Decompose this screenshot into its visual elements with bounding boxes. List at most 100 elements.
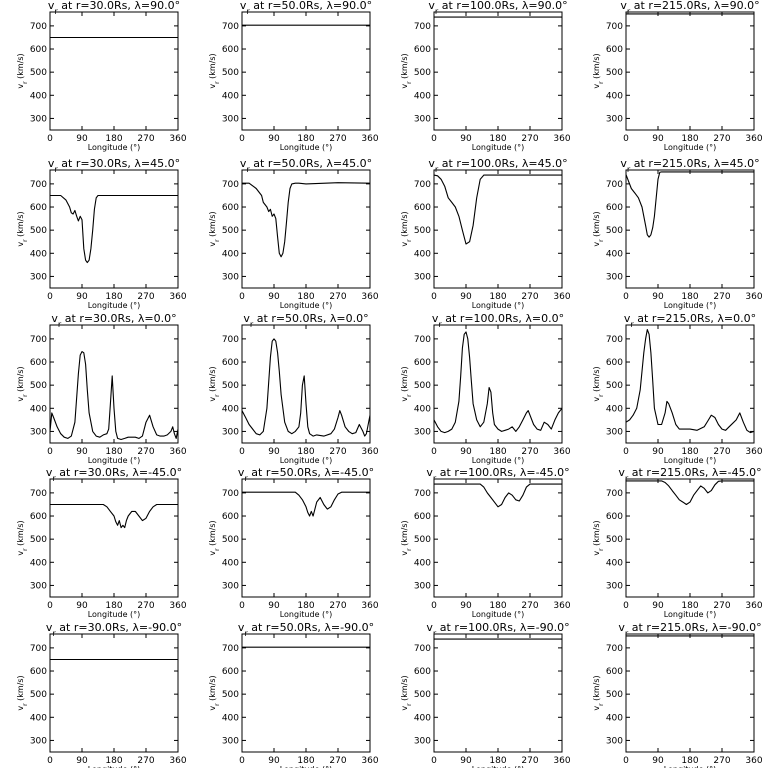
y-tick-label: 600 [606, 512, 623, 522]
x-tick-label: 180 [297, 601, 314, 611]
x-tick-label: 0 [239, 447, 245, 457]
x-tick-label: 90 [268, 447, 280, 457]
y-tick-label: 300 [414, 736, 431, 746]
x-tick-label: 180 [489, 601, 506, 611]
y-tick-label: 400 [30, 558, 47, 568]
y-tick-label: 500 [414, 535, 431, 545]
x-tick-label: 270 [713, 134, 730, 144]
y-tick-label: 600 [30, 358, 47, 368]
y-tick-label: 300 [30, 736, 47, 746]
y-tick-label: 700 [30, 489, 47, 499]
y-axis-label: vr (km/s) [592, 53, 605, 88]
plot-frame [433, 478, 563, 598]
y-axis-label: vr (km/s) [400, 366, 413, 401]
y-tick-label: 700 [606, 22, 623, 32]
x-axis-label: Longitude (°) [472, 765, 525, 768]
x-tick-label: 360 [169, 756, 186, 766]
x-tick-label: 180 [681, 601, 698, 611]
panel-title: vr at r=50.0Rs, λ=0.0° [243, 312, 368, 329]
panel-19: 0 90 180 270 360 300 400 500 600 700 vr at r=100.0… [400, 621, 571, 768]
y-tick-label: 500 [222, 690, 239, 700]
y-tick-label: 700 [606, 489, 623, 499]
x-tick-label: 180 [105, 134, 122, 144]
y-tick-label: 600 [414, 358, 431, 368]
plot-frame [49, 11, 179, 131]
x-tick-label: 180 [681, 447, 698, 457]
panel-title: vr at r=215.0Rs, λ=0.0° [624, 312, 756, 329]
x-tick-label: 270 [137, 134, 154, 144]
y-tick-label: 300 [30, 427, 47, 437]
y-tick-label: 400 [222, 249, 239, 259]
x-tick-label: 0 [431, 447, 437, 457]
x-axis-label: Longitude (°) [88, 610, 141, 619]
y-tick-label: 400 [30, 249, 47, 259]
y-tick-label: 400 [222, 404, 239, 414]
x-tick-label: 360 [745, 134, 762, 144]
y-tick-label: 500 [222, 68, 239, 78]
x-tick-label: 180 [105, 447, 122, 457]
plot-frame [241, 478, 371, 598]
x-tick-label: 0 [239, 601, 245, 611]
y-tick-label: 300 [222, 581, 239, 591]
x-tick-label: 0 [239, 756, 245, 766]
y-tick-label: 400 [606, 713, 623, 723]
x-tick-label: 360 [553, 447, 570, 457]
y-tick-label: 600 [414, 203, 431, 213]
y-tick-label: 700 [30, 180, 47, 190]
y-tick-label: 400 [30, 404, 47, 414]
x-tick-label: 0 [623, 447, 629, 457]
x-tick-label: 270 [521, 601, 538, 611]
x-tick-label: 90 [652, 134, 664, 144]
plot-frame [433, 633, 563, 753]
y-tick-label: 700 [30, 335, 47, 345]
x-tick-label: 90 [268, 134, 280, 144]
x-tick-label: 180 [105, 601, 122, 611]
panel-title: vr at r=215.0Rs, λ=-90.0° [618, 621, 761, 638]
x-axis-label: Longitude (°) [472, 301, 525, 310]
x-tick-label: 270 [713, 447, 730, 457]
x-tick-label: 360 [361, 292, 378, 302]
x-axis-label: Longitude (°) [88, 301, 141, 310]
y-tick-label: 300 [30, 581, 47, 591]
y-tick-label: 500 [606, 68, 623, 78]
x-tick-label: 360 [361, 601, 378, 611]
y-tick-label: 400 [414, 713, 431, 723]
x-tick-label: 0 [47, 447, 53, 457]
x-tick-label: 270 [137, 601, 154, 611]
panel-title: vr at r=30.0Rs, λ=-90.0° [46, 621, 182, 638]
series-line [49, 351, 179, 441]
y-tick-label: 500 [414, 381, 431, 391]
x-tick-label: 360 [745, 756, 762, 766]
y-tick-label: 700 [606, 180, 623, 190]
y-tick-label: 700 [30, 644, 47, 654]
panel-title: vr at r=50.0Rs, λ=-45.0° [238, 466, 374, 483]
y-tick-label: 400 [414, 558, 431, 568]
y-axis-label: vr (km/s) [208, 366, 221, 401]
y-tick-label: 500 [30, 68, 47, 78]
panel-title: vr at r=215.0Rs, λ=-45.0° [618, 466, 761, 483]
x-tick-label: 0 [47, 292, 53, 302]
plot-frame [49, 633, 179, 753]
y-tick-label: 700 [222, 644, 239, 654]
y-tick-label: 700 [30, 22, 47, 32]
x-tick-label: 90 [268, 292, 280, 302]
series-line [625, 329, 755, 434]
y-tick-label: 700 [414, 489, 431, 499]
x-tick-label: 180 [105, 292, 122, 302]
y-axis-label: vr (km/s) [16, 211, 29, 246]
plot-frame [625, 478, 755, 598]
x-tick-label: 360 [745, 292, 762, 302]
y-tick-label: 500 [222, 535, 239, 545]
y-axis-label: vr (km/s) [400, 53, 413, 88]
panel-8: 0 90 180 270 360 300 400 500 600 700 vr at r=215.0… [592, 157, 763, 310]
plot-frame [625, 169, 755, 289]
x-tick-label: 360 [553, 601, 570, 611]
x-tick-label: 180 [105, 756, 122, 766]
x-tick-label: 270 [713, 292, 730, 302]
x-tick-label: 0 [47, 134, 53, 144]
x-tick-label: 0 [623, 756, 629, 766]
x-tick-label: 90 [268, 601, 280, 611]
x-tick-label: 360 [745, 447, 762, 457]
x-tick-label: 270 [329, 601, 346, 611]
y-axis-label: vr (km/s) [592, 211, 605, 246]
